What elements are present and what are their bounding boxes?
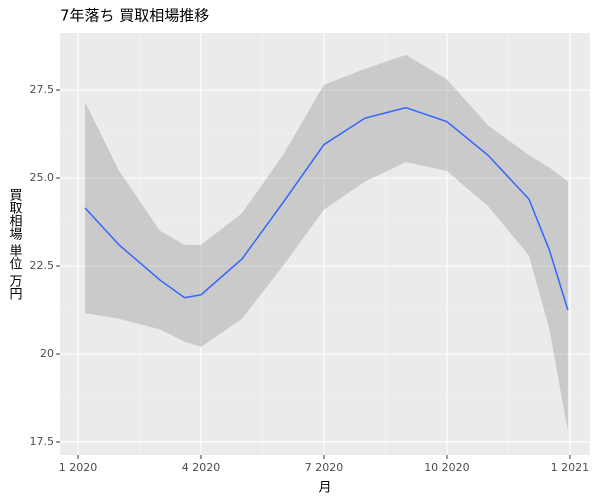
panel	[60, 33, 590, 455]
y-tick-label: 25.0	[30, 171, 55, 184]
y-tick-label: 22.5	[30, 259, 55, 272]
x-tick-label: 1 2021	[551, 461, 590, 474]
x-tick-label: 4 2020	[182, 461, 221, 474]
smooth-line	[84, 106, 569, 311]
x-tick-label: 1 2020	[59, 461, 98, 474]
x-tick-label: 10 2020	[424, 461, 470, 474]
y-tick-label: 20	[40, 347, 54, 360]
y-tick-label: 27.5	[30, 83, 55, 96]
confidence-band	[85, 54, 568, 432]
y-axis-label: 買取相場 単位 万円	[7, 188, 23, 301]
x-tick-label: 7 2020	[305, 461, 344, 474]
chart-title: 7年落ち 買取相場推移	[60, 7, 209, 25]
y-tick-label: 17.5	[30, 435, 55, 448]
x-axis-label: 月	[318, 481, 331, 496]
